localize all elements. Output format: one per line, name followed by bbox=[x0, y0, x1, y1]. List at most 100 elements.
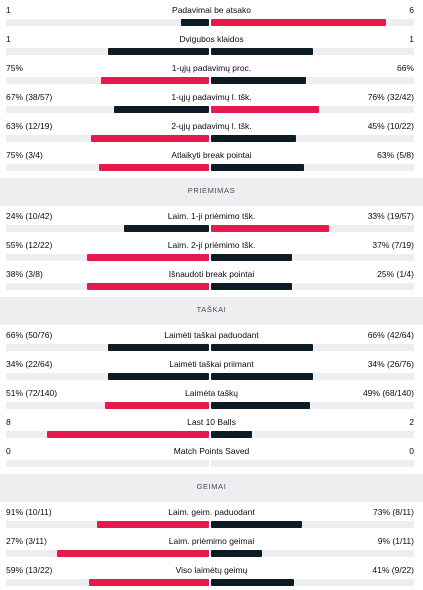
player2-value: 33% (19/57) bbox=[367, 211, 414, 221]
player2-value: 25% (1/4) bbox=[377, 269, 414, 279]
player2-bar bbox=[211, 344, 313, 351]
player1-bar-track bbox=[6, 402, 209, 409]
player2-bar-track bbox=[211, 164, 414, 171]
stat-row: 34% (22/64) Laimėti taškai priimant 34% (2… bbox=[0, 356, 423, 385]
player2-bar-track bbox=[211, 106, 414, 113]
stat-label: Dvigubos klaidos bbox=[179, 34, 244, 44]
player1-bar bbox=[91, 135, 209, 142]
stat-label: Išnaudoti break pointai bbox=[168, 269, 255, 279]
player2-bar-track bbox=[211, 550, 414, 557]
stat-label: Atlaikyti break pointai bbox=[171, 150, 252, 160]
stat-row: 27% (3/11) Laim. priėmimo geimai 9% (1/11) bbox=[0, 533, 423, 562]
player1-value: 66% (50/76) bbox=[6, 330, 53, 340]
player2-value: 34% (26/76) bbox=[367, 359, 414, 369]
stat-row: 66% (50/76) Laimėti taškai paduodant 66% (… bbox=[0, 327, 423, 356]
player2-bar bbox=[211, 225, 329, 232]
player1-bar-track bbox=[6, 283, 209, 290]
player2-bar-track bbox=[211, 77, 414, 84]
player1-bar-track bbox=[6, 48, 209, 55]
player1-bar bbox=[97, 521, 209, 528]
stat-label: Match Points Saved bbox=[173, 446, 250, 456]
stat-row: 8 Last 10 Balls 2 bbox=[0, 414, 423, 443]
section-title: GEIMAI bbox=[196, 482, 227, 491]
player1-bar bbox=[56, 550, 209, 557]
player1-bar-track bbox=[6, 254, 209, 261]
player1-bar bbox=[89, 579, 209, 586]
player2-value: 76% (32/42) bbox=[367, 92, 414, 102]
player1-value: 0 bbox=[6, 446, 11, 456]
player2-bar-track bbox=[211, 283, 414, 290]
player2-value: 37% (7/19) bbox=[372, 240, 414, 250]
section-title: TAŠKAI bbox=[196, 305, 227, 314]
player1-value: 55% (12/22) bbox=[6, 240, 53, 250]
player1-value: 34% (22/64) bbox=[6, 359, 53, 369]
player2-value: 9% (1/11) bbox=[377, 536, 414, 546]
player1-bar-track bbox=[6, 521, 209, 528]
player2-value: 45% (10/22) bbox=[367, 121, 414, 131]
player1-bar-track bbox=[6, 431, 209, 438]
stat-label: 1-ųjų padavimų proc. bbox=[171, 63, 252, 73]
player1-bar bbox=[107, 344, 209, 351]
stat-row: 55% (12/22) Laim. 2-ji priėmimo tšk. 37% (… bbox=[0, 237, 423, 266]
player2-bar bbox=[211, 431, 252, 438]
stat-row: 75% 1-ųjų padavimų proc. 66% bbox=[0, 60, 423, 89]
player1-bar bbox=[123, 225, 209, 232]
player1-bar bbox=[113, 106, 209, 113]
player2-bar-track bbox=[211, 19, 414, 26]
stat-label: Last 10 Balls bbox=[187, 417, 236, 427]
player2-value: 63% (5/8) bbox=[377, 150, 414, 160]
stat-label: Laimėta taškų bbox=[185, 388, 238, 398]
player1-bar-track bbox=[6, 164, 209, 171]
stat-row: 59% (13/22) Viso laimėtų geimų 41% (9/22) bbox=[0, 562, 423, 590]
player2-bar bbox=[211, 521, 303, 528]
stat-label: Laim. geim. paduodant bbox=[168, 507, 255, 517]
player1-value: 59% (13/22) bbox=[6, 565, 53, 575]
player2-bar-track bbox=[211, 48, 414, 55]
player2-value: 73% (8/11) bbox=[373, 507, 414, 517]
player2-bar-track bbox=[211, 254, 414, 261]
stat-row: 75% (3/4) Atlaikyti break pointai 63% (5/8… bbox=[0, 147, 423, 176]
player2-bar-track bbox=[211, 344, 414, 351]
player2-bar-track bbox=[211, 431, 414, 438]
section-title: PRIĖMIMAS bbox=[187, 186, 236, 195]
player1-value: 91% (10/11) bbox=[6, 507, 52, 517]
player1-value: 38% (3/8) bbox=[6, 269, 43, 279]
player1-value: 1 bbox=[6, 34, 11, 44]
player1-bar-track bbox=[6, 344, 209, 351]
stat-label: 2-ųjų padavimų l. tšk. bbox=[171, 121, 252, 131]
player1-bar-track bbox=[6, 135, 209, 142]
player2-value: 66% (42/64) bbox=[367, 330, 414, 340]
stat-label: Laim. 1-ji priėmimo tšk. bbox=[167, 211, 256, 221]
player1-value: 63% (12/19) bbox=[6, 121, 53, 131]
stat-label: Viso laimėtų geimų bbox=[175, 565, 248, 575]
player2-bar-track bbox=[211, 521, 414, 528]
player1-value: 27% (3/11) bbox=[6, 536, 47, 546]
player2-bar bbox=[211, 164, 305, 171]
stat-label: Laim. 2-ji priėmimo tšk. bbox=[167, 240, 256, 250]
player2-bar bbox=[211, 77, 307, 84]
player2-bar bbox=[211, 550, 262, 557]
player2-bar bbox=[211, 254, 293, 261]
player2-bar bbox=[211, 19, 386, 26]
player1-value: 24% (10/42) bbox=[6, 211, 53, 221]
player2-value: 2 bbox=[409, 417, 414, 427]
player2-bar-track bbox=[211, 373, 414, 380]
stat-row: 0 Match Points Saved 0 bbox=[0, 443, 423, 472]
player2-bar bbox=[211, 373, 313, 380]
stat-row: 24% (10/42) Laim. 1-ji priėmimo tšk. 33% (… bbox=[0, 208, 423, 237]
stat-label: Laimėti taškai priimant bbox=[169, 359, 254, 369]
stat-label: Laim. priėmimo geimai bbox=[168, 536, 255, 546]
player1-bar bbox=[105, 402, 209, 409]
stat-row: 67% (38/57) 1-ųjų padavimų l. tšk. 76% (32… bbox=[0, 89, 423, 118]
player1-bar-track bbox=[6, 106, 209, 113]
stat-label: 1-ųjų padavimų l. tšk. bbox=[171, 92, 252, 102]
player1-bar bbox=[87, 254, 209, 261]
player2-value: 49% (68/140) bbox=[362, 388, 414, 398]
player2-bar bbox=[211, 283, 293, 290]
player1-value: 75% bbox=[6, 63, 24, 73]
stat-row: 38% (3/8) Išnaudoti break pointai 25% (1/4… bbox=[0, 266, 423, 295]
player2-value: 0 bbox=[409, 446, 414, 456]
player2-bar-track bbox=[211, 460, 414, 467]
stat-row: 1 Padavimai be atsako 6 bbox=[0, 2, 423, 31]
